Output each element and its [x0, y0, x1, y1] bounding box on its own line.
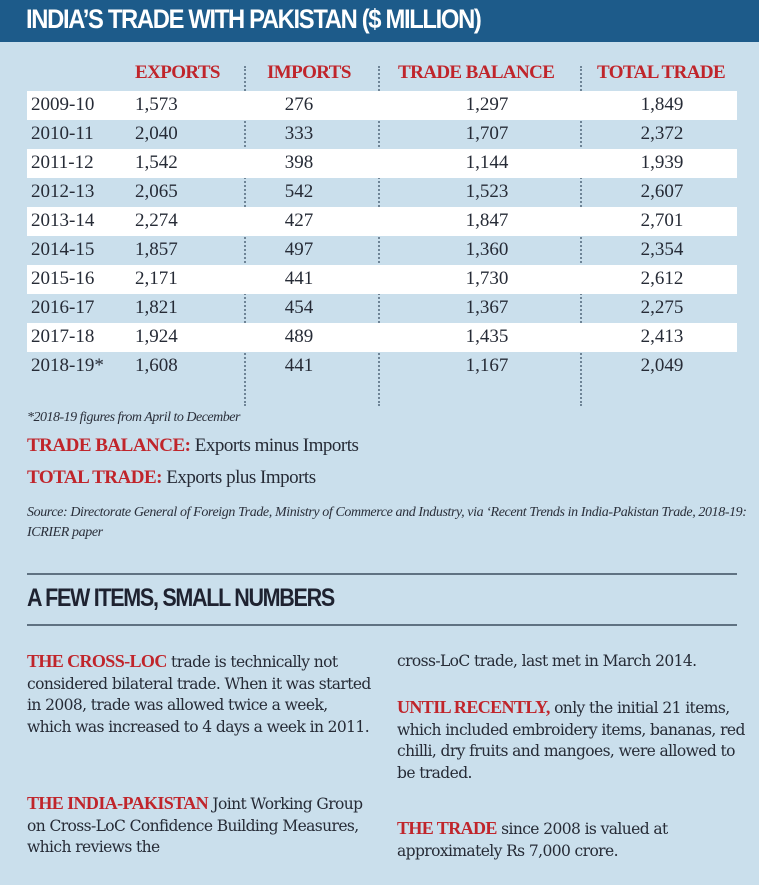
balance-cell: 1,730: [465, 268, 509, 289]
imports-cell: 542: [284, 181, 314, 202]
table-row: 2012-13 2,065 542 1,523 2,607: [27, 178, 737, 207]
total-cell: 2,275: [640, 297, 684, 318]
paragraph-cross-loc: THE CROSS-LOC trade is technically not c…: [27, 651, 372, 738]
imports-cell: 441: [284, 268, 314, 289]
header-exports: EXPORTS: [135, 62, 220, 83]
column-divider: [378, 66, 380, 406]
paragraph-lead: THE INDIA-PAKISTAN: [27, 793, 209, 813]
header-imports: IMPORTS: [267, 62, 351, 83]
imports-cell: 333: [284, 123, 314, 144]
exports-cell: 1,573: [135, 94, 178, 115]
paragraph-continued: cross-LoC trade, last met in March 2014.: [397, 651, 747, 673]
balance-cell: 1,367: [465, 297, 509, 318]
page-title: INDIA’S TRADE WITH PAKISTAN ($ MILLION): [26, 4, 482, 34]
total-cell: 2,612: [640, 268, 684, 289]
paragraph-the-trade: THE TRADE since 2008 is valued at approx…: [397, 818, 747, 862]
imports-cell: 497: [284, 239, 314, 260]
year-cell: 2012-13: [31, 181, 95, 202]
year-cell: 2018-19*: [31, 355, 104, 376]
title-bar: INDIA’S TRADE WITH PAKISTAN ($ MILLION): [0, 0, 759, 42]
paragraph-text: Joint Working Group on Cross-LoC Confide…: [27, 795, 363, 856]
exports-cell: 1,857: [135, 239, 178, 260]
year-cell: 2009-10: [31, 94, 95, 115]
year-cell: 2014-15: [31, 239, 95, 260]
total-cell: 2,413: [640, 326, 684, 347]
exports-cell: 1,821: [135, 297, 178, 318]
total-cell: 2,354: [640, 239, 684, 260]
total-cell: 2,372: [640, 123, 684, 144]
paragraph-text: only the initial 21 items, which include…: [397, 699, 745, 782]
table-row: 2015-16 2,171 441 1,730 2,612: [27, 265, 737, 294]
imports-cell: 398: [284, 152, 314, 173]
imports-cell: 441: [284, 355, 314, 376]
paragraph-lead: THE CROSS-LOC: [27, 651, 167, 671]
column-divider: [580, 66, 582, 406]
column-divider: [244, 66, 246, 406]
definition-text: Exports minus Imports: [190, 435, 359, 456]
balance-cell: 1,435: [465, 326, 509, 347]
year-cell: 2013-14: [31, 210, 95, 231]
total-cell: 2,049: [640, 355, 684, 376]
paragraph-until-recently: UNTIL RECENTLY, only the initial 21 item…: [397, 697, 747, 784]
balance-cell: 1,360: [465, 239, 509, 260]
divider-bottom: [27, 624, 737, 626]
section-title: A FEW ITEMS, SMALL NUMBERS: [27, 584, 335, 612]
balance-cell: 1,144: [465, 152, 509, 173]
table-row: 2017-18 1,924 489 1,435 2,413: [27, 323, 737, 352]
exports-cell: 1,924: [135, 326, 178, 347]
exports-cell: 2,171: [135, 268, 178, 289]
paragraph-text: cross-LoC trade, last met in March 2014.: [397, 652, 697, 670]
imports-cell: 427: [284, 210, 314, 231]
definition-total-trade: TOTAL TRADE: Exports plus Imports: [27, 467, 316, 489]
total-cell: 1,849: [640, 94, 684, 115]
exports-cell: 2,274: [135, 210, 178, 231]
balance-cell: 1,707: [465, 123, 509, 144]
year-cell: 2011-12: [31, 152, 94, 173]
table-row: 2016-17 1,821 454 1,367 2,275: [27, 294, 737, 323]
divider-top: [27, 573, 737, 575]
table-row: 2013-14 2,274 427 1,847 2,701: [27, 207, 737, 236]
table-header: EXPORTS IMPORTS TRADE BALANCE TOTAL TRAD…: [0, 62, 759, 88]
definition-term: TOTAL TRADE:: [27, 467, 162, 488]
exports-cell: 1,608: [135, 355, 178, 376]
exports-cell: 2,040: [135, 123, 178, 144]
year-cell: 2010-11: [31, 123, 94, 144]
imports-cell: 489: [284, 326, 314, 347]
table-row: 2018-19* 1,608 441 1,167 2,049: [27, 352, 737, 381]
table-row: 2009-10 1,573 276 1,297 1,849: [27, 91, 737, 120]
imports-cell: 276: [284, 94, 314, 115]
paragraph-india-pakistan: THE INDIA-PAKISTAN Joint Working Group o…: [27, 793, 372, 859]
paragraph-lead: UNTIL RECENTLY,: [397, 697, 550, 717]
exports-cell: 1,542: [135, 152, 178, 173]
table-row: 2010-11 2,040 333 1,707 2,372: [27, 120, 737, 149]
paragraph-text: since 2008 is valued at approximately Rs…: [397, 820, 668, 860]
trade-table: 2009-10 1,573 276 1,297 1,849 2010-11 2,…: [27, 91, 737, 381]
source-note: Source: Directorate General of Foreign T…: [27, 505, 747, 540]
year-cell: 2015-16: [31, 268, 95, 289]
definition-term: TRADE BALANCE:: [27, 435, 191, 456]
total-cell: 2,607: [640, 181, 684, 202]
paragraph-text: trade is technically not considered bila…: [27, 653, 371, 736]
definition-text: Exports plus Imports: [161, 467, 316, 488]
balance-cell: 1,847: [465, 210, 509, 231]
header-total-trade: TOTAL TRADE: [597, 62, 726, 83]
total-cell: 2,701: [640, 210, 684, 231]
imports-cell: 454: [284, 297, 314, 318]
balance-cell: 1,167: [465, 355, 509, 376]
year-cell: 2016-17: [31, 297, 95, 318]
table-row: 2011-12 1,542 398 1,144 1,939: [27, 149, 737, 178]
balance-cell: 1,523: [465, 181, 509, 202]
total-cell: 1,939: [640, 152, 684, 173]
table-row: 2014-15 1,857 497 1,360 2,354: [27, 236, 737, 265]
header-trade-balance: TRADE BALANCE: [398, 62, 555, 83]
balance-cell: 1,297: [465, 94, 509, 115]
definition-trade-balance: TRADE BALANCE: Exports minus Imports: [27, 435, 359, 457]
exports-cell: 2,065: [135, 181, 178, 202]
year-cell: 2017-18: [31, 326, 95, 347]
footnote: *2018-19 figures from April to December: [27, 410, 240, 425]
paragraph-lead: THE TRADE: [397, 818, 497, 838]
